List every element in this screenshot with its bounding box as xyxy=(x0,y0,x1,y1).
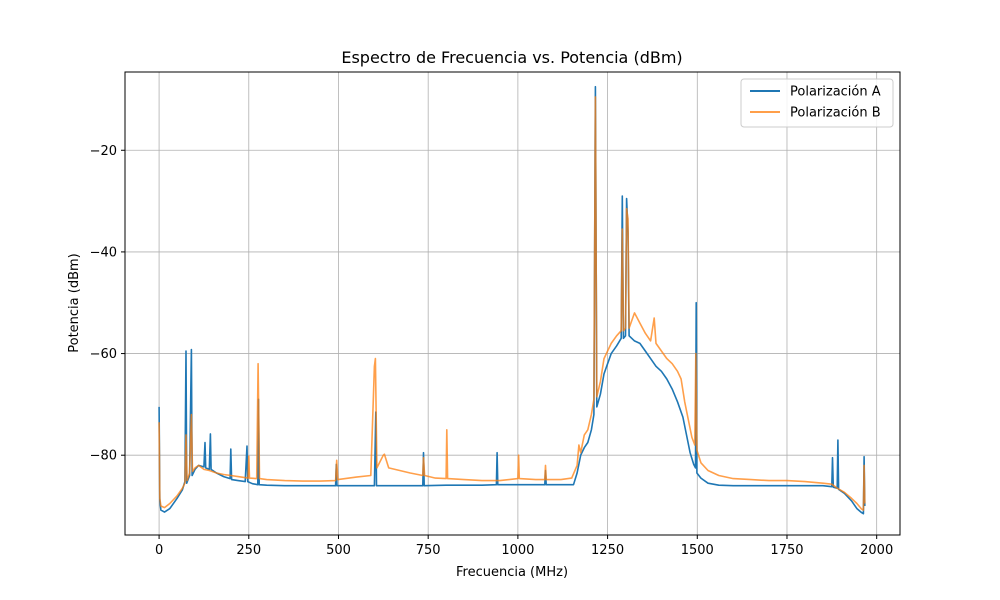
x-tick-label: 1750 xyxy=(770,543,803,558)
x-tick-label: 0 xyxy=(155,543,163,558)
chart-title: Espectro de Frecuencia vs. Potencia (dBm… xyxy=(341,48,682,67)
legend: Polarización A Polarización B xyxy=(740,78,894,128)
x-tick-label: 1500 xyxy=(681,543,714,558)
x-tick-label: 2000 xyxy=(860,543,893,558)
legend-label-polarizacion-a: Polarización A xyxy=(790,85,881,100)
y-tick-label: −80 xyxy=(90,449,117,464)
x-tick-label: 500 xyxy=(326,543,351,558)
axis-ticks: 0 250 500 750 1000 1250 1500 1750 2000 −80 −60 −40 −… xyxy=(90,144,894,558)
x-tick-label: 1250 xyxy=(591,543,624,558)
y-tick-label: −40 xyxy=(90,245,117,260)
y-axis-title: Potencia (dBm) xyxy=(67,253,82,353)
series-lines xyxy=(158,85,866,515)
x-axis-title: Frecuencia (MHz) xyxy=(456,565,568,580)
series-line-polarizacion-b xyxy=(158,96,866,511)
series-line-polarizacion-a xyxy=(158,85,866,515)
y-tick-label: −60 xyxy=(90,347,117,362)
x-tick-label: 750 xyxy=(416,543,441,558)
plot-frame xyxy=(124,71,901,536)
y-tick-label: −20 xyxy=(90,144,117,159)
x-tick-label: 1000 xyxy=(501,543,534,558)
grid-lines xyxy=(125,72,900,535)
legend-label-polarizacion-b: Polarización B xyxy=(790,106,881,121)
x-tick-label: 250 xyxy=(236,543,261,558)
